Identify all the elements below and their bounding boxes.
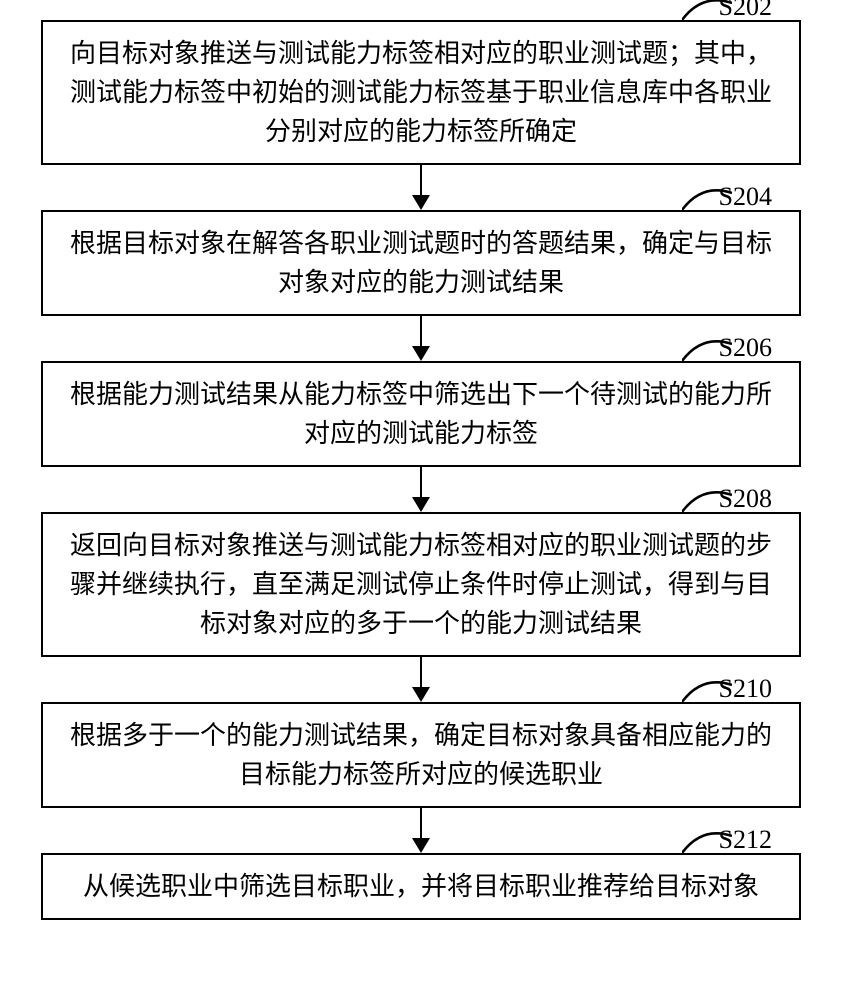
arrow-head-icon (412, 195, 430, 210)
step-label-3: S206 (719, 333, 772, 363)
step-box-2: 根据目标对象在解答各职业测试题时的答题结果，确定与目标对象对应的能力测试结果 (41, 210, 801, 316)
arrow-head-icon (412, 346, 430, 361)
step-label-5: S210 (719, 674, 772, 704)
arrow-1 (412, 165, 430, 210)
step-text-2: 根据目标对象在解答各职业测试题时的答题结果，确定与目标对象对应的能力测试结果 (70, 229, 772, 297)
step-box-4: 返回向目标对象推送与测试能力标签相对应的职业测试题的步骤并继续执行，直至满足测试… (41, 512, 801, 657)
step-wrapper-5: S210 根据多于一个的能力测试结果，确定目标对象具备相应能力的目标能力标签所对… (30, 702, 812, 808)
flowchart-container: S202 向目标对象推送与测试能力标签相对应的职业测试题；其中，测试能力标签中初… (30, 20, 812, 920)
step-label-1: S202 (719, 0, 772, 22)
step-label-2: S204 (719, 182, 772, 212)
step-text-1: 向目标对象推送与测试能力标签相对应的职业测试题；其中，测试能力标签中初始的测试能… (70, 39, 772, 146)
arrow-5 (412, 808, 430, 853)
step-wrapper-2: S204 根据目标对象在解答各职业测试题时的答题结果，确定与目标对象对应的能力测… (30, 210, 812, 316)
arrow-line-icon (420, 657, 423, 687)
arrow-head-icon (412, 838, 430, 853)
step-text-4: 返回向目标对象推送与测试能力标签相对应的职业测试题的步骤并继续执行，直至满足测试… (70, 531, 772, 638)
arrow-line-icon (420, 467, 423, 497)
step-wrapper-6: S212 从候选职业中筛选目标职业，并将目标职业推荐给目标对象 (30, 853, 812, 920)
step-text-3: 根据能力测试结果从能力标签中筛选出下一个待测试的能力所对应的测试能力标签 (70, 380, 772, 448)
step-box-3: 根据能力测试结果从能力标签中筛选出下一个待测试的能力所对应的测试能力标签 (41, 361, 801, 467)
arrow-3 (412, 467, 430, 512)
arrow-line-icon (420, 316, 423, 346)
arrow-4 (412, 657, 430, 702)
step-wrapper-3: S206 根据能力测试结果从能力标签中筛选出下一个待测试的能力所对应的测试能力标… (30, 361, 812, 467)
arrow-head-icon (412, 687, 430, 702)
step-text-6: 从候选职业中筛选目标职业，并将目标职业推荐给目标对象 (83, 872, 759, 901)
step-box-6: 从候选职业中筛选目标职业，并将目标职业推荐给目标对象 (41, 853, 801, 920)
step-box-1: 向目标对象推送与测试能力标签相对应的职业测试题；其中，测试能力标签中初始的测试能… (41, 20, 801, 165)
step-label-4: S208 (719, 484, 772, 514)
arrow-2 (412, 316, 430, 361)
step-box-5: 根据多于一个的能力测试结果，确定目标对象具备相应能力的目标能力标签所对应的候选职… (41, 702, 801, 808)
arrow-line-icon (420, 808, 423, 838)
arrow-head-icon (412, 497, 430, 512)
step-wrapper-1: S202 向目标对象推送与测试能力标签相对应的职业测试题；其中，测试能力标签中初… (30, 20, 812, 165)
arrow-line-icon (420, 165, 423, 195)
step-wrapper-4: S208 返回向目标对象推送与测试能力标签相对应的职业测试题的步骤并继续执行，直… (30, 512, 812, 657)
step-label-6: S212 (719, 825, 772, 855)
step-text-5: 根据多于一个的能力测试结果，确定目标对象具备相应能力的目标能力标签所对应的候选职… (70, 721, 772, 789)
